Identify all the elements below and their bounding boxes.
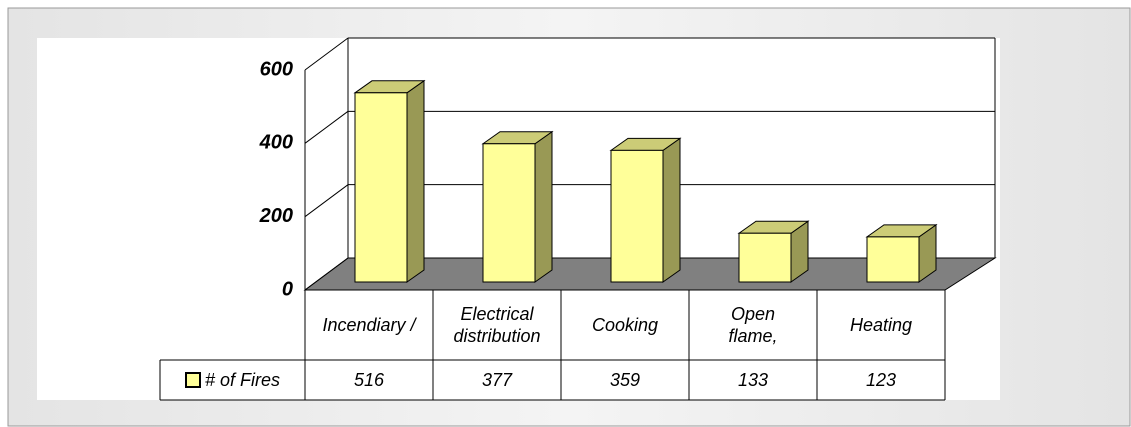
data-table-grid: [159, 290, 946, 401]
value-cell-text: 123: [865, 370, 897, 390]
value-cell-text: 377: [481, 370, 513, 390]
bar: [353, 79, 426, 283]
value-cell: 123: [817, 360, 945, 400]
category-label-text: Cooking: [591, 315, 659, 335]
legend-entry-text: # of Fires: [204, 370, 281, 390]
grid-line: [304, 257, 349, 291]
category-label: Cooking: [561, 290, 689, 360]
value-cell-text: 133: [737, 370, 769, 390]
category-label-text: Open flame,: [728, 304, 778, 346]
grid-line: [304, 37, 349, 71]
category-label-text: Electrical distribution: [453, 304, 541, 346]
y-tick-label: 200: [259, 205, 293, 227]
bar-front: [738, 232, 792, 283]
bar: [865, 223, 938, 283]
bar-front: [866, 236, 920, 283]
bar-side: [406, 79, 425, 283]
y-tick-label: 400: [259, 132, 293, 154]
bar-front: [482, 143, 536, 283]
value-cell-text: 516: [353, 370, 385, 390]
value-cell: 516: [305, 360, 433, 400]
category-label: Heating: [817, 290, 945, 360]
bar-side: [534, 130, 553, 283]
category-label: Incendiary /: [305, 290, 433, 360]
value-cell: 377: [433, 360, 561, 400]
category-label: Electrical distribution: [433, 290, 561, 360]
value-cell-text: 359: [609, 370, 641, 390]
category-label-text: Heating: [849, 315, 913, 335]
category-label: Open flame,: [689, 290, 817, 360]
bar: [737, 220, 810, 283]
bar-front: [354, 92, 408, 283]
bar: [609, 137, 682, 283]
legend-entry: # of Fires: [160, 360, 305, 400]
value-cell: 359: [561, 360, 689, 400]
y-tick-label: 0: [282, 278, 293, 300]
value-cell: 133: [689, 360, 817, 400]
bar-front: [610, 149, 664, 283]
bar: [481, 130, 554, 283]
grid-line: [304, 184, 349, 218]
category-label-text: Incendiary /: [322, 315, 416, 335]
grid-line: [304, 110, 349, 144]
legend-swatch: [184, 372, 201, 388]
plot: 0 200 400 600: [259, 37, 997, 300]
y-tick-label: 600: [260, 58, 293, 80]
bar-side: [662, 137, 681, 283]
